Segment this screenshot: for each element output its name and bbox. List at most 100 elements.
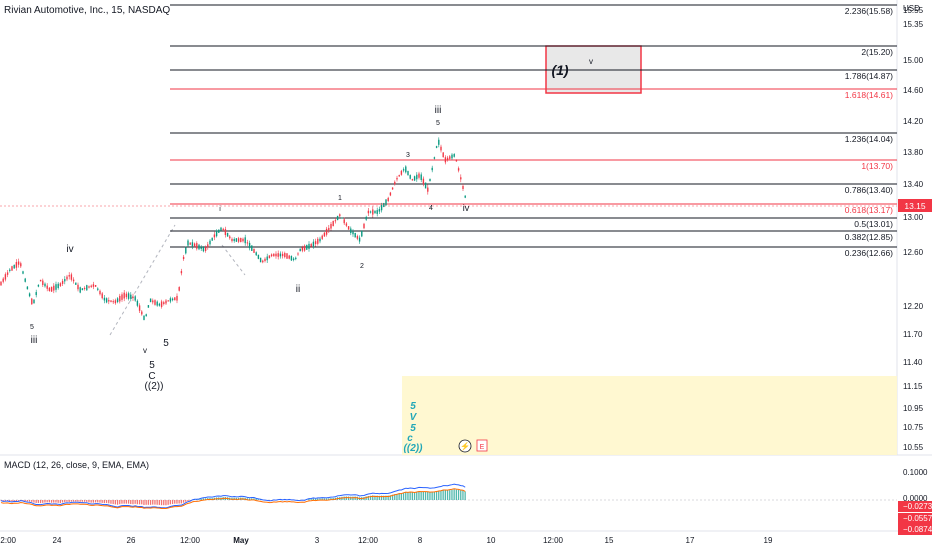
candle-body xyxy=(72,279,75,282)
time-tick-label: 17 xyxy=(686,536,695,545)
macd-histogram-bar xyxy=(116,500,119,505)
candle-body xyxy=(125,293,128,298)
wave-label: 1 xyxy=(338,195,342,202)
candle-body xyxy=(224,229,227,236)
macd-histogram-bar xyxy=(211,498,213,500)
candle-body xyxy=(145,314,147,317)
macd-histogram-bar xyxy=(455,489,457,500)
macd-histogram-bar xyxy=(389,495,391,500)
candle-body xyxy=(26,286,29,290)
macd-histogram-bar xyxy=(427,491,429,500)
candle-body xyxy=(365,216,367,220)
candle-body xyxy=(284,252,286,258)
candle-body xyxy=(94,284,97,287)
candle-body xyxy=(453,154,455,157)
time-tick-label: 24 xyxy=(53,536,62,545)
macd-histogram-bar xyxy=(48,500,50,503)
macd-histogram-bar xyxy=(405,492,407,500)
candle-body xyxy=(378,209,381,212)
candle-body xyxy=(207,244,209,248)
macd-histogram-bar xyxy=(367,495,369,500)
candle-body xyxy=(6,272,9,275)
candle-body xyxy=(99,290,101,295)
candle-body xyxy=(363,223,365,229)
candle-body xyxy=(0,281,2,286)
wave-label: 5 xyxy=(436,120,440,127)
wave-label: i xyxy=(219,206,221,213)
candle-body xyxy=(152,300,154,303)
macd-histogram-bar xyxy=(86,500,88,502)
macd-histogram-bar xyxy=(143,500,145,505)
time-tick-label: 8 xyxy=(418,536,423,545)
candle-body xyxy=(334,220,337,222)
candle-body xyxy=(405,166,407,173)
macd-axis-label: 0.0000 xyxy=(903,494,928,503)
candle-body xyxy=(402,169,405,171)
candle-body xyxy=(407,171,409,176)
time-tick-label: 3 xyxy=(315,536,320,545)
wave-label: C xyxy=(148,371,155,382)
macd-histogram-bar xyxy=(123,500,125,504)
candle-body xyxy=(101,293,103,299)
time-tick-label: 12:00 xyxy=(0,536,17,545)
candle-body xyxy=(156,301,158,306)
wave-label: iii xyxy=(435,105,442,116)
macd-histogram-bar xyxy=(28,500,31,502)
candle-body xyxy=(352,231,354,235)
symbol-title[interactable]: Rivian Automotive, Inc., 15, NASDAQ xyxy=(4,5,171,16)
candle-body xyxy=(385,199,387,206)
candle-body xyxy=(332,220,334,227)
macd-histogram-bar xyxy=(99,500,101,503)
candle-body xyxy=(435,146,438,148)
price-candles xyxy=(0,137,466,321)
macd-histogram-bar xyxy=(35,500,37,503)
candle-body xyxy=(409,175,411,179)
projection-zone xyxy=(402,376,897,455)
candle-body xyxy=(46,285,48,289)
candle-body xyxy=(343,219,345,224)
earnings-icon[interactable] xyxy=(476,439,488,452)
candle-body xyxy=(35,292,37,296)
macd-histogram-bar xyxy=(53,500,55,503)
macd-line xyxy=(0,483,466,509)
candle-body xyxy=(88,286,90,288)
lightning-icon[interactable] xyxy=(458,439,472,453)
macd-histogram-bar xyxy=(407,492,409,500)
candle-body xyxy=(299,248,301,252)
candle-body xyxy=(13,264,15,269)
candle-body xyxy=(418,173,420,178)
macd-histogram-bar xyxy=(453,489,455,500)
candle-body xyxy=(149,298,152,303)
macd-histogram-bar xyxy=(253,498,255,500)
macd-pane: 0.1000 0.0000−0.0273 −0.0557 −0.0874 xyxy=(0,468,932,535)
candle-body xyxy=(97,288,99,290)
macd-histogram-bar xyxy=(57,500,59,503)
macd-histogram-bar xyxy=(176,500,178,504)
wave-label: ii xyxy=(296,284,300,295)
wave-label: (1) xyxy=(551,62,568,78)
macd-histogram-bar xyxy=(323,498,325,500)
fib-level-label: 0.236(12.66) xyxy=(845,248,893,258)
macd-histogram-bar xyxy=(169,500,171,505)
macd-histogram-bar xyxy=(418,491,420,500)
macd-histogram-bar xyxy=(44,500,46,503)
macd-value-tag xyxy=(898,501,932,512)
candle-body xyxy=(167,300,169,302)
macd-histogram-bar xyxy=(11,500,13,502)
macd-histogram-bar xyxy=(17,500,20,501)
candle-body xyxy=(301,247,304,251)
macd-histogram-bar xyxy=(257,499,259,500)
macd-histogram-bar xyxy=(174,500,176,504)
macd-histogram-bar xyxy=(77,500,79,502)
fib-level-label: 0.382(12.85) xyxy=(845,232,893,242)
last-price-tag xyxy=(898,199,932,212)
fib-level-label: 2(15.20) xyxy=(861,47,893,57)
candle-body xyxy=(429,178,431,182)
time-tick-label: 10 xyxy=(487,536,496,545)
macd-histogram-bar xyxy=(72,500,75,502)
macd-histogram-bar xyxy=(451,489,453,500)
macd-title[interactable]: MACD (12, 26, close, 9, EMA, EMA) xyxy=(4,460,150,470)
candle-body xyxy=(372,209,374,215)
macd-histogram-bar xyxy=(165,500,167,506)
